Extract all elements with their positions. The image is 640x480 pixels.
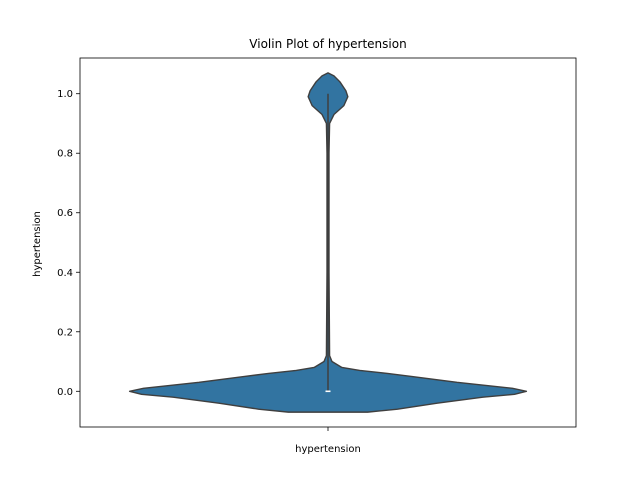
y-tick-label: 0.2	[57, 327, 73, 338]
y-tick-label: 0.6	[57, 208, 73, 219]
y-tick-label: 0.4	[57, 268, 73, 279]
y-tick-label: 0.0	[57, 387, 73, 398]
y-tick-label: 1.0	[57, 89, 73, 100]
plot-area	[128, 72, 528, 413]
y-tick-label: 0.8	[57, 149, 73, 160]
chart-title: Violin Plot of hypertension	[249, 37, 406, 51]
x-axis: hypertension	[295, 427, 361, 455]
x-tick-label: hypertension	[295, 444, 361, 455]
y-axis: 0.0 0.2 0.4 0.6 0.8 1.0	[57, 89, 80, 398]
y-axis-label: hypertension	[32, 211, 43, 277]
